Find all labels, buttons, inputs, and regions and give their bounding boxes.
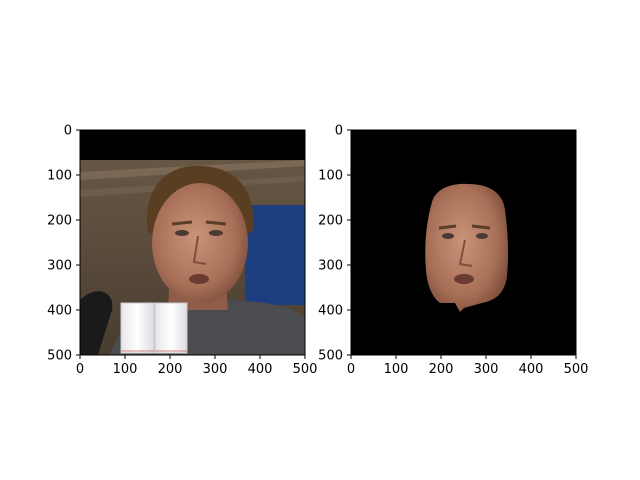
face	[152, 183, 248, 303]
y-tick-label: 300	[318, 259, 343, 274]
hair	[147, 165, 255, 236]
y-tick-label: 200	[318, 214, 343, 229]
y-tick-label: 500	[47, 349, 72, 364]
y-tick-label: 0	[335, 124, 343, 139]
top-black-band	[80, 130, 305, 160]
x-tick-label: 200	[158, 362, 183, 377]
x-tick-label: 300	[203, 362, 228, 377]
y-tick-label: 0	[64, 124, 72, 139]
paper-cups	[120, 302, 188, 354]
blue-banner	[245, 205, 305, 305]
photo-image	[80, 130, 305, 355]
axes-frame	[79, 129, 306, 356]
x-tick-label: 100	[113, 362, 138, 377]
y-tick-label: 500	[318, 349, 343, 364]
x-tick-label: 400	[519, 362, 544, 377]
ticks-right: 0 100 200 300 400 500 0 100 200 300 400 500	[318, 124, 588, 378]
microphone	[80, 291, 113, 355]
axes-frame	[350, 129, 577, 356]
x-tick-label: 100	[384, 362, 409, 377]
x-tick-label: 500	[564, 362, 589, 377]
face-mask	[425, 183, 509, 312]
x-tick-label: 400	[248, 362, 273, 377]
x-tick-label: 200	[429, 362, 454, 377]
x-tick-label: 0	[76, 362, 84, 377]
image-axes-right: 0 100 200 300 400 500 0 100 200 300 400 500	[318, 124, 588, 378]
y-tick-label: 100	[318, 169, 343, 184]
y-tick-label: 300	[47, 259, 72, 274]
image-axes-left: 0 100 200 300 400 500 0 100 200 300 400 500	[47, 124, 317, 378]
y-tick-label: 400	[318, 304, 343, 319]
y-tick-label: 100	[47, 169, 72, 184]
y-tick-label: 200	[47, 214, 72, 229]
x-tick-label: 300	[474, 362, 499, 377]
ticks-left: 0 100 200 300 400 500 0 100 200 300 400 500	[47, 124, 317, 378]
x-tick-label: 0	[347, 362, 355, 377]
masked-image	[351, 130, 576, 355]
x-tick-label: 500	[293, 362, 318, 377]
y-tick-label: 400	[47, 304, 72, 319]
